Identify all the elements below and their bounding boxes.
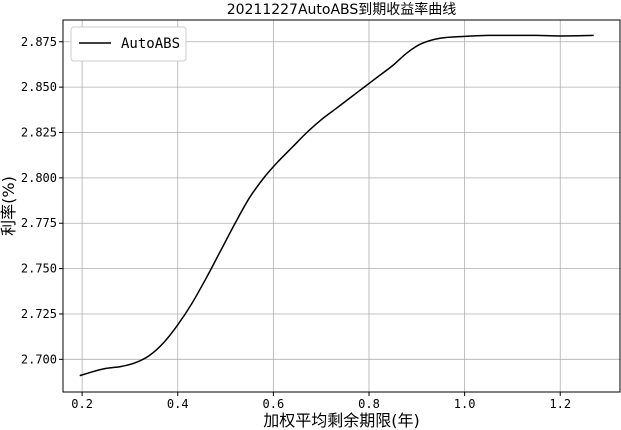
legend-box bbox=[70, 26, 187, 62]
series-line-autoabs bbox=[79, 34, 594, 377]
x-tick-label: 1.2 bbox=[549, 397, 571, 411]
y-axis-ticks: 2.700 2.725 2.750 2.775 2.800 2.825 2.850 2.875 bbox=[21, 35, 63, 366]
x-axis-label: 加权平均剩余期限(年) bbox=[263, 411, 420, 430]
plot-area-frame bbox=[62, 19, 621, 393]
legend-entry-autoabs: AutoABS bbox=[121, 36, 180, 52]
y-tick-label: 2.800 bbox=[21, 171, 57, 185]
legend: AutoABS bbox=[70, 26, 187, 62]
y-tick-label: 2.825 bbox=[21, 126, 57, 140]
x-axis-ticks: 0.2 0.4 0.6 0.8 1.0 1.2 bbox=[71, 392, 571, 411]
x-tick-label: 0.2 bbox=[71, 397, 93, 411]
chart-title: 20211227AutoABS到期收益率曲线 bbox=[227, 1, 457, 18]
x-tick-label: 0.6 bbox=[263, 397, 285, 411]
y-tick-label: 2.850 bbox=[21, 80, 57, 94]
x-tick-label: 0.4 bbox=[167, 397, 189, 411]
x-tick-label: 1.0 bbox=[454, 397, 476, 411]
y-tick-label: 2.700 bbox=[21, 352, 57, 366]
y-axis-label: 利率(%) bbox=[0, 176, 18, 236]
y-tick-label: 2.775 bbox=[21, 216, 57, 230]
y-tick-label: 2.875 bbox=[21, 35, 57, 49]
grid-lines bbox=[63, 20, 620, 392]
x-tick-label: 0.8 bbox=[358, 397, 380, 411]
y-tick-label: 2.750 bbox=[21, 262, 57, 276]
y-tick-label: 2.725 bbox=[21, 307, 57, 321]
